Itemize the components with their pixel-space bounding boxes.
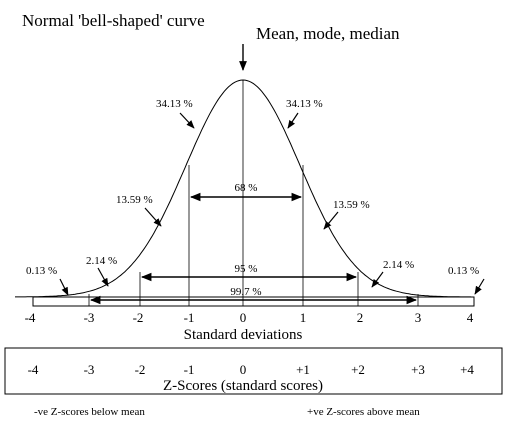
pointer-tail-right <box>474 278 485 295</box>
sd-tick-label: 0 <box>240 310 247 325</box>
label-middle-right: 13.59 % <box>333 199 370 211</box>
pointer-tail-left <box>59 278 69 296</box>
label-tail-right: 0.13 % <box>448 265 479 277</box>
sd-tick-label: -3 <box>84 310 95 325</box>
label-center-right: 34.13 % <box>286 98 323 110</box>
sd-tick-label: -2 <box>133 310 144 325</box>
z-axis-ticks: -4 -3 -2 -1 0 +1 +2 +3 +4 <box>28 362 475 377</box>
pointer-middle-left <box>144 207 162 227</box>
peak-label: Mean, mode, median <box>256 24 400 43</box>
sd-tick-label: -1 <box>184 310 195 325</box>
note-positive-z: +ve Z-scores above mean <box>307 406 420 418</box>
sd-axis-title: Standard deviations <box>184 327 303 343</box>
baseline-strip <box>32 296 475 307</box>
range-label-three-sd: 99.7 % <box>230 286 261 298</box>
label-middle-left: 13.59 % <box>116 194 153 206</box>
sd-tick-label: 1 <box>300 310 307 325</box>
label-tail-left: 0.13 % <box>26 265 57 277</box>
label-center-left: 34.13 % <box>156 98 193 110</box>
pointer-middle-right <box>323 211 339 230</box>
z-tick-label: +4 <box>460 362 474 377</box>
z-tick-label: +1 <box>296 362 310 377</box>
note-negative-z: -ve Z-scores below mean <box>34 406 145 418</box>
pointer-outer-right <box>371 271 384 288</box>
z-tick-label: 0 <box>240 362 247 377</box>
sd-tick-label: 2 <box>357 310 364 325</box>
z-tick-label: +3 <box>411 362 425 377</box>
sd-axis-ticks: -4 -3 -2 -1 0 1 2 3 4 <box>25 310 474 325</box>
pointer-center-left <box>179 112 195 129</box>
z-axis-title: Z-Scores (standard scores) <box>163 378 323 394</box>
diagram-title: Normal 'bell-shaped' curve <box>22 11 205 30</box>
z-tick-label: +2 <box>351 362 365 377</box>
z-tick-label: -3 <box>84 362 95 377</box>
sd-tick-label: 3 <box>415 310 422 325</box>
z-tick-label: -1 <box>184 362 195 377</box>
z-tick-label: -4 <box>28 362 39 377</box>
pointer-center-right <box>287 112 299 129</box>
z-tick-label: -2 <box>135 362 146 377</box>
range-label-two-sd: 95 % <box>235 263 258 275</box>
label-outer-right: 2.14 % <box>383 259 414 271</box>
label-outer-left: 2.14 % <box>86 255 117 267</box>
pointer-outer-left <box>97 267 109 287</box>
z-score-box <box>4 347 503 395</box>
sd-tick-label: 4 <box>467 310 474 325</box>
sd-tick-label: -4 <box>25 310 36 325</box>
range-label-one-sd: 68 % <box>235 182 258 194</box>
